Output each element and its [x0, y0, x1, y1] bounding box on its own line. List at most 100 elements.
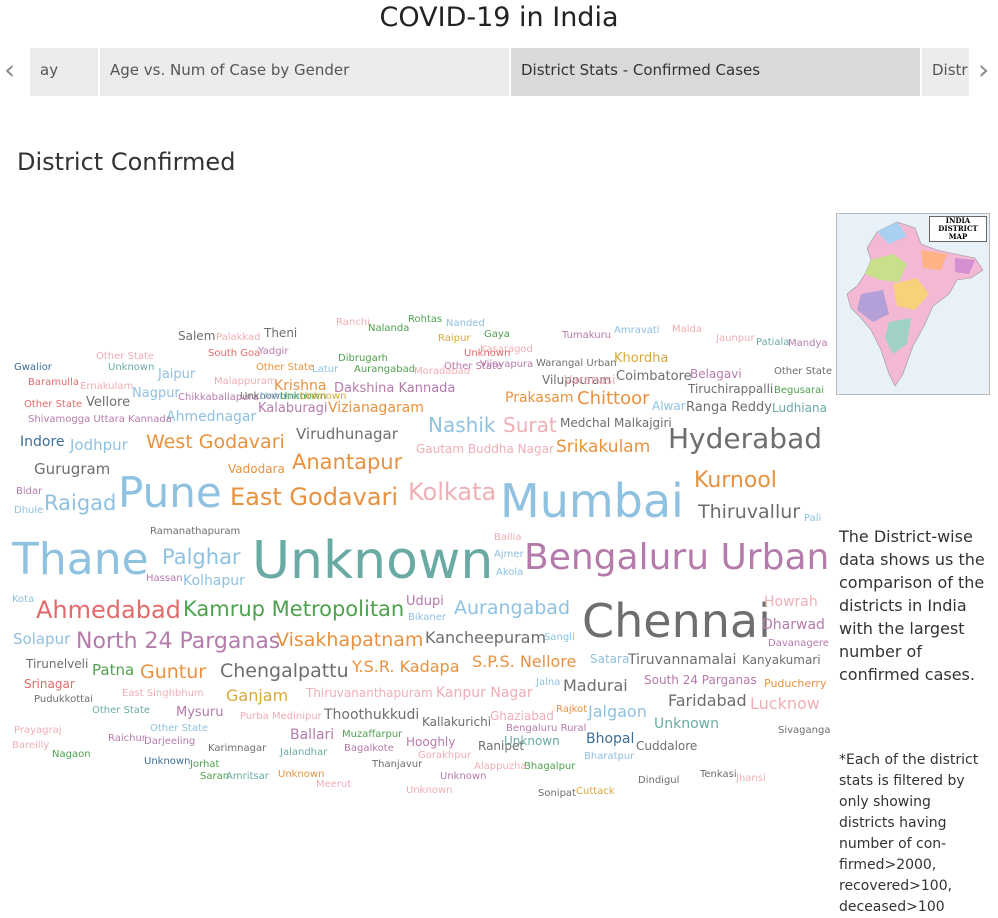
district-word[interactable]: Davanagere [768, 638, 829, 649]
district-word[interactable]: Chittoor [577, 388, 650, 409]
district-word[interactable]: Khordha [614, 351, 669, 366]
district-word[interactable]: Vizianagaram [328, 400, 424, 416]
district-word[interactable]: South 24 Parganas [644, 673, 757, 687]
district-word[interactable]: Y.S.R. Kadapa [352, 657, 460, 676]
district-word[interactable]: Purba Medinipur [240, 711, 322, 722]
district-word[interactable]: Patna [92, 661, 135, 679]
district-word[interactable]: Kalaburagi [258, 401, 328, 416]
district-word[interactable]: Ramanathapuram [150, 526, 241, 537]
district-word[interactable]: Patiala [756, 337, 790, 348]
district-word[interactable]: Sangli [544, 632, 575, 643]
district-word[interactable]: Jodhpur [70, 436, 128, 454]
district-word[interactable]: Unknown [280, 391, 327, 402]
district-word[interactable]: Raichur [108, 733, 146, 744]
district-word[interactable]: Prakasam [505, 390, 574, 406]
district-word[interactable]: Unknown [252, 531, 494, 591]
district-word[interactable]: Yadgir [258, 346, 289, 357]
district-word[interactable]: Karimnagar [208, 743, 267, 754]
district-word[interactable]: Howrah [764, 594, 818, 610]
district-word[interactable]: Bengaluru Urban [524, 537, 830, 578]
district-word[interactable]: Malda [672, 324, 703, 335]
district-word[interactable]: Dindigul [638, 775, 680, 786]
district-word[interactable]: Medchal Malkajgiri [560, 416, 672, 430]
district-word[interactable]: Unknown [464, 348, 511, 359]
district-word[interactable]: Viluppuram [542, 373, 612, 387]
district-word[interactable]: Bengaluru Rural [506, 723, 587, 734]
district-word[interactable]: Nalanda [368, 323, 410, 334]
district-word[interactable]: Sonipat [538, 788, 576, 799]
district-word[interactable]: Srikakulam [556, 437, 651, 457]
district-word[interactable]: Thane [12, 534, 149, 585]
district-word[interactable]: South Goa [208, 348, 261, 359]
district-word[interactable]: Tiruvannamalai [628, 652, 737, 668]
district-word[interactable]: Gwalior [14, 362, 52, 373]
district-word[interactable]: Gaya [484, 329, 510, 340]
district-word[interactable]: Cuttack [576, 786, 615, 797]
district-word[interactable]: Ahmedabad [36, 596, 181, 624]
district-word[interactable]: Rajkot [556, 704, 588, 715]
district-word[interactable]: North 24 Parganas [76, 629, 281, 654]
district-word[interactable]: Shivamogga Uttara Kannada [28, 414, 172, 425]
district-word[interactable]: Ganjam [226, 686, 289, 705]
district-word[interactable]: Rohtas [408, 314, 443, 325]
district-word[interactable]: Jalna [536, 677, 561, 688]
district-word[interactable]: Udupi [406, 594, 444, 609]
district-word[interactable]: Warangal Urban [536, 358, 617, 369]
district-word[interactable]: Srinagar [24, 677, 75, 691]
district-word[interactable]: Nanded [446, 318, 485, 329]
district-word[interactable]: Pudukkottai [34, 694, 93, 705]
district-word[interactable]: Ghaziabad [490, 709, 554, 723]
district-word[interactable]: East Godavari [230, 483, 399, 511]
district-word[interactable]: Sivaganga [778, 725, 831, 736]
district-word[interactable]: Thanjavur [372, 759, 423, 770]
tab-age-vs-cases[interactable]: Age vs. Num of Case by Gender [100, 48, 509, 96]
district-word[interactable]: Coimbatore [616, 369, 692, 384]
district-word[interactable]: Bidar [16, 486, 43, 497]
district-word[interactable]: Bikaner [408, 612, 446, 623]
district-word[interactable]: Dharwad [762, 617, 825, 633]
district-word[interactable]: Indore [20, 434, 65, 450]
district-word[interactable]: Darjeeling [144, 736, 196, 747]
district-word[interactable]: Jorhat [190, 759, 220, 770]
district-word[interactable]: Kancheepuram [425, 628, 547, 647]
district-word[interactable]: Unknown [108, 362, 155, 373]
district-word[interactable]: Salem [178, 329, 216, 343]
district-word[interactable]: Ranchi [336, 317, 370, 328]
district-word[interactable]: Lucknow [750, 694, 820, 713]
chevron-right-icon[interactable]: › [978, 53, 990, 86]
district-word[interactable]: Pali [804, 513, 822, 524]
district-word[interactable]: Surat [503, 413, 557, 437]
district-word[interactable]: Other State [96, 351, 155, 362]
district-word[interactable]: Ernakulam [80, 381, 134, 392]
district-word[interactable]: Nashik [428, 413, 496, 437]
district-word[interactable]: Muzaffarpur [342, 729, 403, 740]
district-word[interactable]: Kasaragod [480, 344, 533, 355]
district-word[interactable]: Moradabad [414, 366, 471, 377]
district-word[interactable]: Saran [200, 771, 230, 782]
district-word[interactable]: Dhule [14, 505, 44, 516]
district-word[interactable]: Visakhapatnam [276, 629, 424, 651]
district-word[interactable]: Raipur [438, 333, 471, 344]
district-word[interactable]: Tirunelveli [26, 657, 89, 671]
district-word[interactable]: Thiruvallur [698, 501, 801, 523]
district-word[interactable]: Kallakurichi [422, 715, 492, 729]
district-word[interactable]: Pune [118, 468, 222, 517]
district-word[interactable]: Vijayapura [480, 359, 534, 370]
district-word[interactable]: Nagaon [52, 749, 91, 760]
district-word[interactable]: Madurai [563, 676, 628, 695]
district-word[interactable]: Palghar [162, 545, 241, 569]
district-word[interactable]: Jaunpur [716, 333, 755, 344]
district-word[interactable]: Bareilly [12, 740, 50, 751]
district-word[interactable]: Chengalpattu [220, 660, 349, 682]
district-word[interactable]: Dakshina Kannada [334, 381, 456, 396]
district-word[interactable]: Solapur [13, 630, 71, 648]
district-word[interactable]: Akola [496, 567, 524, 578]
district-word[interactable]: Other State [444, 361, 503, 372]
district-word[interactable]: Other State [150, 723, 209, 734]
district-word[interactable]: Kolhapur [183, 573, 245, 589]
tab-next-story[interactable]: Distr [922, 48, 969, 96]
district-word[interactable]: West Godavari [146, 431, 285, 453]
district-word[interactable]: Cuddalore [636, 739, 698, 753]
district-word[interactable]: Mysuru [176, 705, 224, 720]
district-word[interactable]: Mandya [788, 338, 828, 349]
